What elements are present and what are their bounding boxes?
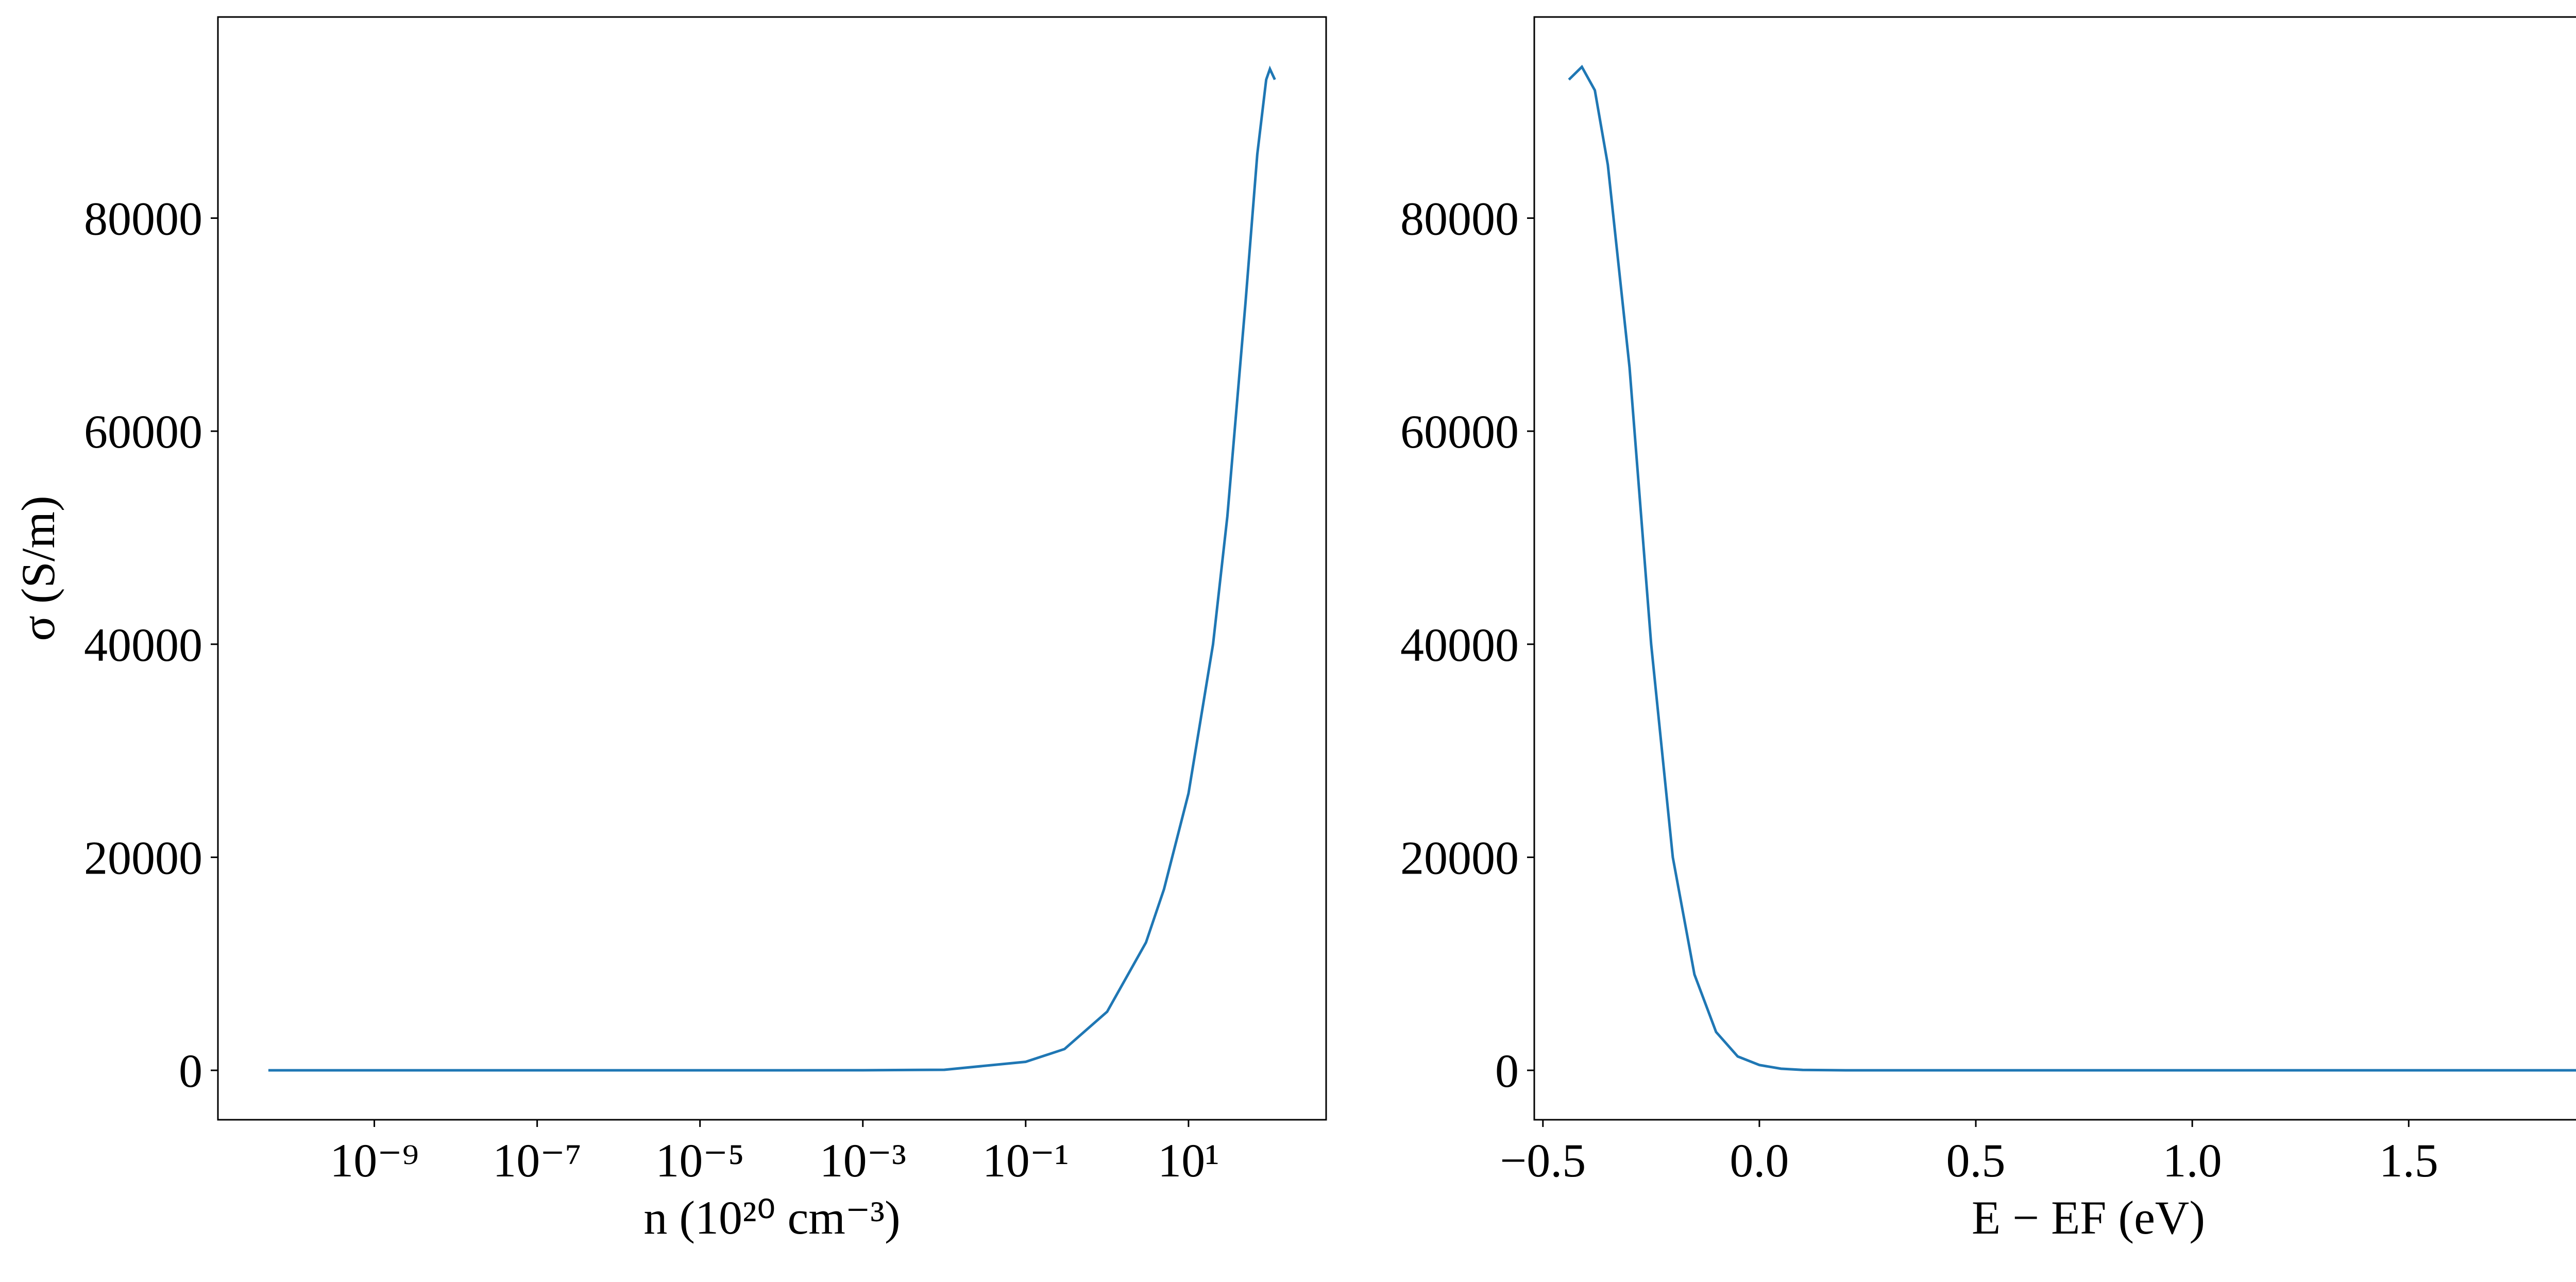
x-tick-label: 1.5 [2379, 1134, 2438, 1187]
y-tick-label: 0 [1495, 1045, 1519, 1097]
y-axis-label: σ (S/m) [12, 495, 64, 641]
x-tick-label: 10⁻¹ [982, 1134, 1069, 1187]
x-tick-label: −0.5 [1500, 1134, 1586, 1187]
line-series [1568, 64, 2576, 1072]
y-tick-label: 20000 [1400, 831, 1519, 884]
x-tick-label: 1.0 [2163, 1134, 2222, 1187]
x-tick-label: 0.5 [1946, 1134, 2006, 1187]
y-tick-label: 60000 [1400, 405, 1519, 458]
y-tick-label: 20000 [84, 831, 202, 884]
line-series [268, 65, 1276, 1072]
x-tick-label: 10⁻⁷ [493, 1134, 582, 1187]
y-tick-label: 0 [179, 1045, 202, 1097]
y-tick-label: 40000 [84, 619, 202, 671]
y-tick-label: 40000 [1400, 619, 1519, 671]
x-axis-label: E − EF (eV) [1972, 1191, 2205, 1244]
x-axis-label: n (10²⁰ cm⁻³) [643, 1191, 900, 1244]
axes-frame [217, 16, 1327, 1121]
y-tick-label: 80000 [84, 192, 202, 245]
x-tick-label: 10⁻⁹ [330, 1134, 419, 1187]
axes-frame [1533, 16, 2576, 1121]
x-tick-label: 10⁻³ [820, 1134, 906, 1187]
x-tick-label: 10⁻⁵ [655, 1134, 744, 1187]
x-tick-label: 0.0 [1730, 1134, 1789, 1187]
x-tick-label: 10¹ [1158, 1134, 1219, 1187]
y-tick-label: 80000 [1400, 192, 1519, 245]
y-tick-label: 60000 [84, 405, 202, 458]
